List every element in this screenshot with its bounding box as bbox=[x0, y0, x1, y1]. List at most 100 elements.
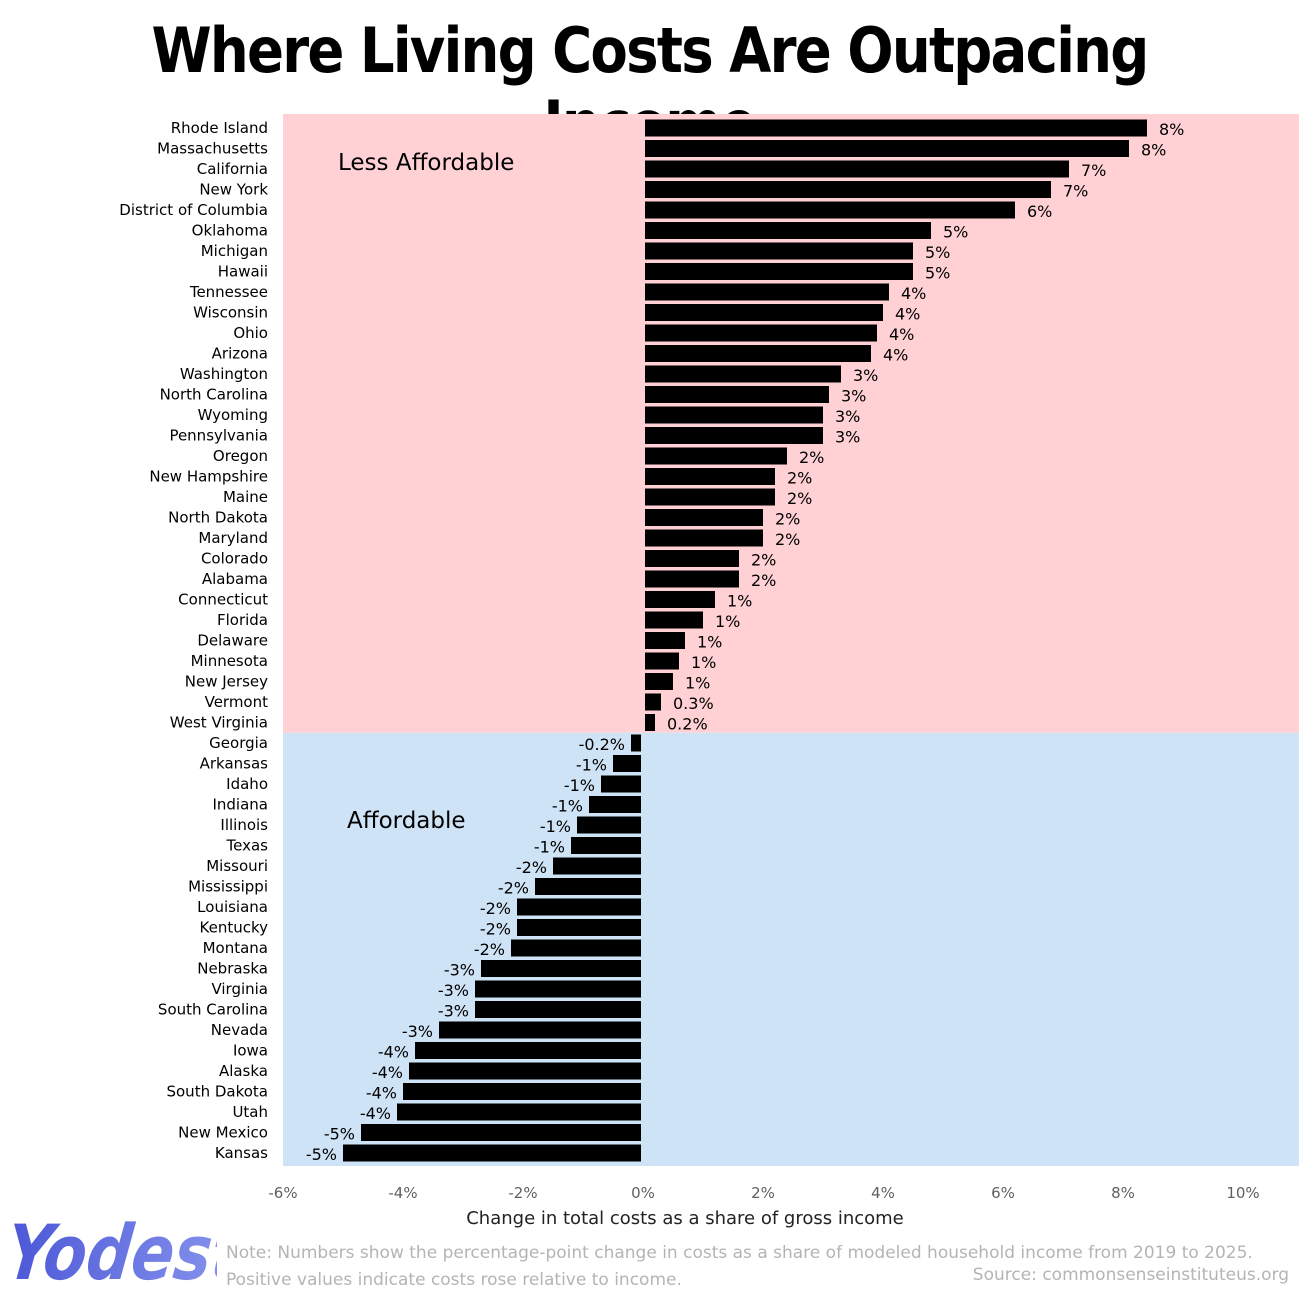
bar bbox=[439, 1021, 641, 1039]
bar bbox=[601, 775, 641, 793]
bar bbox=[415, 1042, 641, 1059]
category-label: Maine bbox=[223, 488, 268, 506]
bar bbox=[475, 1001, 641, 1018]
category-label: Oklahoma bbox=[192, 222, 268, 240]
data-label: 1% bbox=[727, 592, 752, 611]
data-label: -3% bbox=[438, 981, 469, 1000]
data-label: 1% bbox=[715, 612, 740, 631]
bar-group bbox=[343, 119, 1147, 1162]
data-label: 0.2% bbox=[667, 715, 708, 734]
category-label: Utah bbox=[232, 1103, 268, 1121]
data-label: -4% bbox=[360, 1104, 391, 1123]
bar bbox=[645, 324, 877, 342]
data-label: 2% bbox=[787, 489, 812, 508]
data-label: 0.3% bbox=[673, 694, 714, 713]
data-label: -1% bbox=[534, 838, 565, 857]
data-label: 3% bbox=[835, 428, 860, 447]
bar bbox=[361, 1124, 641, 1141]
bar bbox=[553, 857, 641, 875]
bar bbox=[475, 980, 641, 998]
logo-text: Yodest bbox=[2, 1209, 217, 1296]
bar bbox=[645, 591, 715, 608]
data-label: 8% bbox=[1159, 120, 1184, 139]
data-label: -3% bbox=[438, 1002, 469, 1021]
bar bbox=[645, 570, 739, 588]
data-label: -0.2% bbox=[579, 735, 625, 754]
category-label: Virginia bbox=[211, 980, 268, 998]
bar bbox=[631, 734, 641, 752]
bar bbox=[645, 242, 913, 260]
x-tick-label: -2% bbox=[508, 1184, 537, 1202]
data-label: 4% bbox=[901, 284, 926, 303]
category-label: Delaware bbox=[197, 632, 268, 650]
data-label: -4% bbox=[378, 1043, 409, 1062]
data-label-group: 8%8%7%7%6%5%5%5%4%4%4%4%3%3%3%3%2%2%2%2%… bbox=[306, 120, 1185, 1164]
footnote: Note: Numbers show the percentage-point … bbox=[226, 1243, 1253, 1290]
category-label: Hawaii bbox=[218, 263, 268, 281]
category-label: Arizona bbox=[212, 345, 268, 363]
data-label: -2% bbox=[498, 879, 529, 898]
category-label: New Hampshire bbox=[149, 468, 268, 486]
bar bbox=[613, 755, 641, 772]
bar bbox=[645, 550, 739, 567]
bar bbox=[645, 345, 871, 362]
bar bbox=[645, 427, 823, 444]
bar bbox=[645, 222, 931, 239]
category-label: Michigan bbox=[201, 242, 268, 260]
x-tick-label: 10% bbox=[1226, 1184, 1259, 1202]
bar bbox=[645, 611, 703, 629]
bar bbox=[645, 488, 775, 506]
x-tick-label: 4% bbox=[871, 1184, 895, 1202]
data-label: 3% bbox=[841, 387, 866, 406]
category-label: North Dakota bbox=[168, 509, 268, 527]
bar bbox=[645, 714, 655, 731]
data-label: 3% bbox=[853, 366, 878, 385]
category-label: Wisconsin bbox=[193, 304, 268, 322]
category-label: Alaska bbox=[219, 1062, 268, 1080]
category-label: Rhode Island bbox=[171, 119, 268, 137]
data-label: -3% bbox=[402, 1022, 433, 1041]
category-label: Missouri bbox=[206, 857, 268, 875]
data-label: 2% bbox=[799, 448, 824, 467]
x-axis-title: Change in total costs as a share of gros… bbox=[466, 1208, 904, 1229]
x-tick-label: -6% bbox=[268, 1184, 297, 1202]
category-label: West Virginia bbox=[170, 714, 268, 732]
category-label: Nebraska bbox=[197, 960, 268, 978]
category-label: Vermont bbox=[205, 693, 269, 711]
data-label: 2% bbox=[751, 571, 776, 590]
x-tick-label: 2% bbox=[751, 1184, 775, 1202]
category-label: New Mexico bbox=[178, 1124, 268, 1142]
bar bbox=[481, 960, 641, 977]
category-label: Georgia bbox=[209, 734, 268, 752]
bar bbox=[645, 632, 685, 649]
category-label: South Dakota bbox=[166, 1083, 268, 1101]
data-label: -2% bbox=[516, 858, 547, 877]
data-label: -5% bbox=[324, 1125, 355, 1144]
category-label: Wyoming bbox=[198, 406, 268, 424]
bar bbox=[397, 1103, 641, 1121]
category-label: Nevada bbox=[211, 1021, 268, 1039]
data-label: -4% bbox=[372, 1063, 403, 1082]
state-label-group: Rhode Island Massachusetts California New Y… bbox=[119, 119, 268, 1162]
data-label: 2% bbox=[787, 469, 812, 488]
category-label: Indiana bbox=[212, 796, 268, 814]
source-text: Source: commonsenseinstituteus.org bbox=[972, 1265, 1289, 1285]
category-label: Tennessee bbox=[189, 283, 268, 301]
category-label: Kansas bbox=[215, 1144, 268, 1162]
data-label: 2% bbox=[751, 551, 776, 570]
category-label: Texas bbox=[226, 837, 269, 855]
bar bbox=[645, 263, 913, 280]
bar bbox=[577, 816, 641, 834]
bar bbox=[645, 201, 1015, 219]
bar bbox=[571, 837, 641, 854]
bar bbox=[645, 386, 829, 403]
affordable-label: Affordable bbox=[347, 808, 466, 834]
category-label: Idaho bbox=[226, 775, 268, 793]
category-label: Connecticut bbox=[178, 591, 268, 609]
bar bbox=[517, 919, 641, 936]
data-label: 6% bbox=[1027, 202, 1052, 221]
bar bbox=[645, 673, 673, 690]
category-label: Iowa bbox=[233, 1042, 268, 1060]
category-label: Maryland bbox=[198, 529, 268, 547]
